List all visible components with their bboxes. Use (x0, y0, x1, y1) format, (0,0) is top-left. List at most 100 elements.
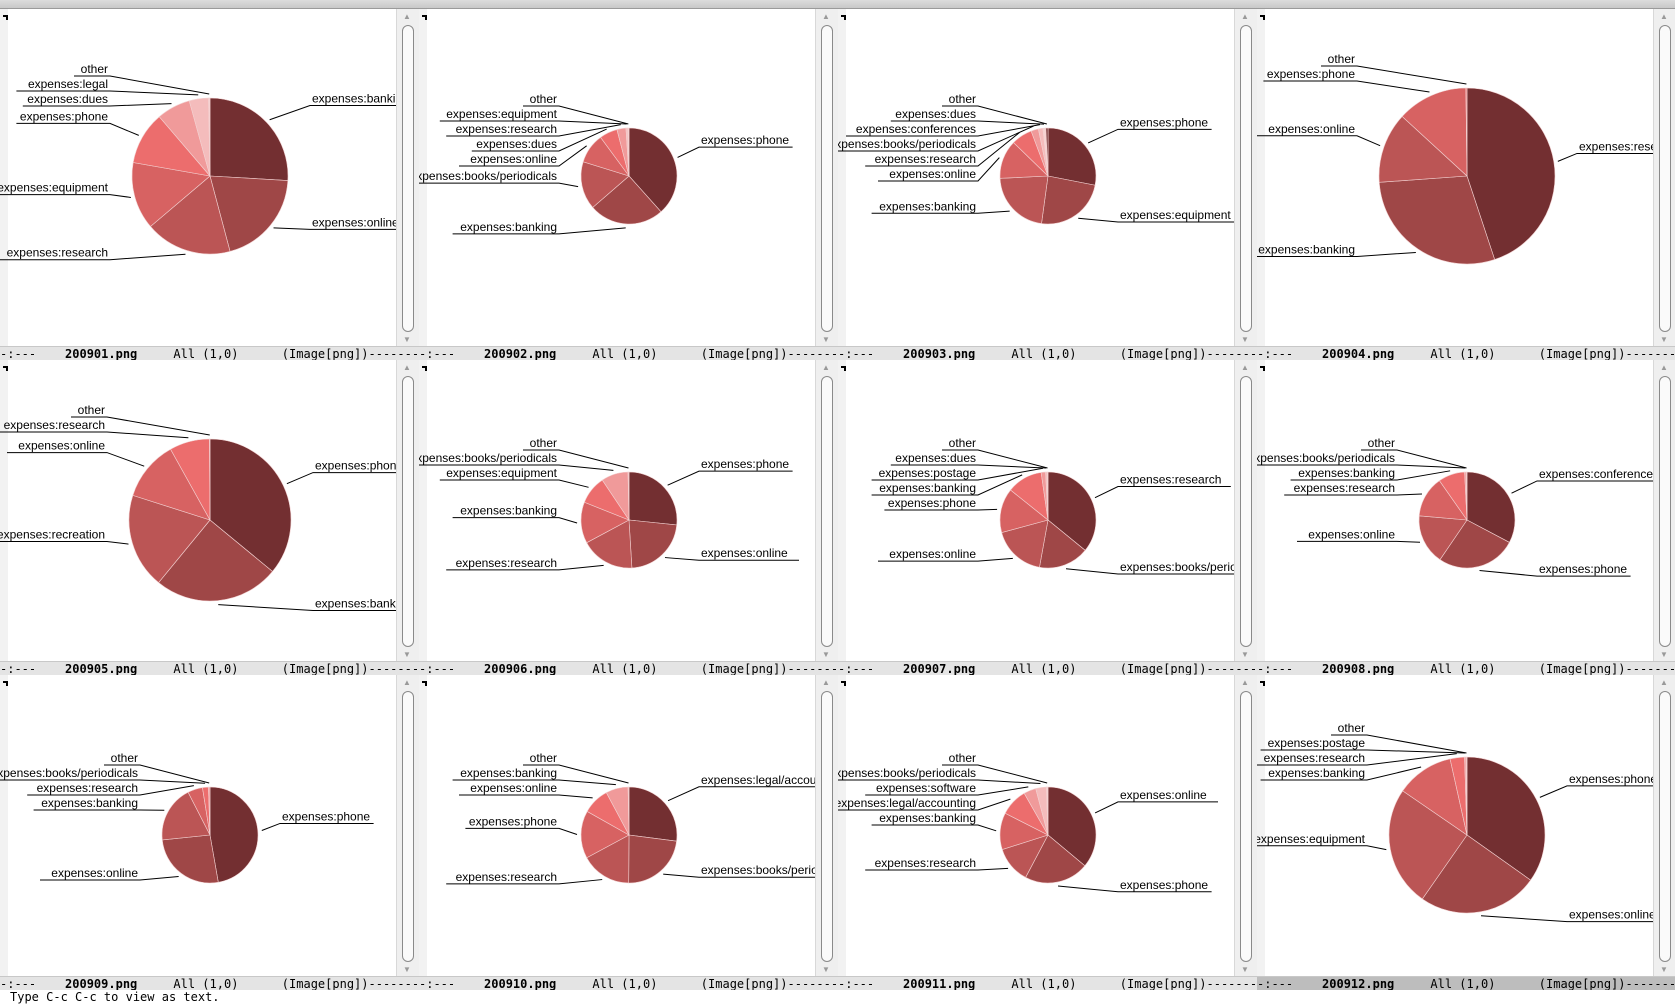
vertical-scrollbar[interactable]: ▲ ▼ (396, 9, 419, 346)
window-pane[interactable]: expenses:phone expenses:equipment other exp… (838, 9, 1257, 360)
scrollbar-thumb[interactable] (821, 376, 833, 647)
vertical-scrollbar[interactable]: ▲ ▼ (1653, 9, 1675, 346)
slice-label: expenses:equipment (1257, 832, 1366, 846)
slice-label: expenses:research (4, 418, 105, 432)
label-leader-line (104, 764, 210, 784)
scrollbar-thumb[interactable] (1240, 25, 1252, 332)
mode-line-fill: ------------ (1625, 662, 1675, 675)
scroll-up-arrow-icon[interactable]: ▲ (403, 363, 411, 372)
label-leader-line (1065, 568, 1235, 575)
slice-label: expenses:postage (1268, 736, 1366, 750)
mode-line[interactable]: -:--- 200903.png All (1,0) (Image[png])-… (838, 346, 1257, 360)
label-leader-line (1479, 569, 1631, 577)
vertical-scrollbar[interactable]: ▲ ▼ (815, 675, 838, 976)
mode-line-fill: ------------ (787, 977, 839, 990)
mode-line[interactable]: -:--- 200901.png All (1,0) (Image[png])-… (0, 346, 419, 360)
label-leader-line (865, 132, 1020, 167)
scroll-down-arrow-icon[interactable]: ▼ (1660, 335, 1668, 344)
scrollbar-thumb[interactable] (821, 25, 833, 332)
scroll-up-arrow-icon[interactable]: ▲ (1241, 678, 1249, 687)
mode-line[interactable]: -:--- 200909.png All (1,0) (Image[png])-… (0, 976, 419, 990)
pie-slice (1046, 786, 1049, 836)
slice-label: expenses:books/periodicals (0, 766, 138, 780)
scroll-up-arrow-icon[interactable]: ▲ (1241, 363, 1249, 372)
scroll-down-arrow-icon[interactable]: ▼ (1660, 965, 1668, 974)
mode-line-position: All (1,0) (173, 977, 239, 990)
slice-label: expenses:books/periodicals (838, 766, 976, 780)
buffer-top-marker (422, 15, 427, 20)
vertical-scrollbar[interactable]: ▲ ▼ (1234, 675, 1257, 976)
mode-line[interactable]: -:--- 200906.png All (1,0) (Image[png])-… (419, 661, 838, 675)
window-pane[interactable]: expenses:phone expenses:online other expens… (419, 360, 838, 675)
scroll-up-arrow-icon[interactable]: ▲ (822, 363, 830, 372)
scroll-up-arrow-icon[interactable]: ▲ (822, 12, 830, 21)
scroll-down-arrow-icon[interactable]: ▼ (1241, 650, 1249, 659)
slice-label: expenses:legal/accounting (701, 773, 816, 787)
scrollbar-thumb[interactable] (1659, 691, 1671, 962)
scrollbar-thumb[interactable] (821, 691, 833, 962)
scroll-down-arrow-icon[interactable]: ▼ (403, 335, 411, 344)
vertical-scrollbar[interactable]: ▲ ▼ (1234, 9, 1257, 346)
scroll-up-arrow-icon[interactable]: ▲ (1660, 12, 1668, 21)
window-pane[interactable]: expenses:online expenses:phone other expens… (838, 675, 1257, 990)
vertical-scrollbar[interactable]: ▲ ▼ (1234, 360, 1257, 661)
scroll-up-arrow-icon[interactable]: ▲ (822, 678, 830, 687)
scroll-up-arrow-icon[interactable]: ▲ (403, 678, 411, 687)
scroll-down-arrow-icon[interactable]: ▼ (822, 335, 830, 344)
scrollbar-thumb[interactable] (1240, 376, 1252, 647)
vertical-scrollbar[interactable]: ▲ ▼ (396, 360, 419, 661)
scroll-down-arrow-icon[interactable]: ▼ (403, 965, 411, 974)
scrollbar-thumb[interactable] (1240, 691, 1252, 962)
window-pane[interactable]: expenses:phone expenses:online other expens… (1257, 675, 1675, 990)
mode-line[interactable]: -:--- 200911.png All (1,0) (Image[png])-… (838, 976, 1257, 990)
scroll-up-arrow-icon[interactable]: ▲ (1241, 12, 1249, 21)
mode-line[interactable]: -:--- 200907.png All (1,0) (Image[png])-… (838, 661, 1257, 675)
slice-label: expenses:conferences (1539, 467, 1654, 481)
window-pane[interactable]: expenses:bankingexpenses:onlineotherexpe… (0, 9, 419, 360)
window-pane[interactable]: expenses:phone other expenses:equipment exp… (419, 9, 838, 360)
scroll-down-arrow-icon[interactable]: ▼ (403, 650, 411, 659)
pie-slice (628, 834, 677, 884)
window-pane[interactable]: expenses:research expenses:books/periodic… (838, 360, 1257, 675)
scrollbar-thumb[interactable] (1659, 376, 1671, 647)
scroll-down-arrow-icon[interactable]: ▼ (1241, 335, 1249, 344)
mode-line[interactable]: -:--- 200905.png All (1,0) (Image[png])-… (0, 661, 419, 675)
mode-line[interactable]: -:--- 200912.png All (1,0) (Image[png])-… (1257, 976, 1675, 990)
slice-label: expenses:online (312, 215, 397, 229)
mode-line[interactable]: -:--- 200910.png All (1,0) (Image[png])-… (419, 976, 838, 990)
vertical-scrollbar[interactable]: ▲ ▼ (1653, 675, 1675, 976)
scrollbar-thumb[interactable] (402, 376, 414, 647)
buffer-top-marker (1260, 681, 1265, 686)
window-pane[interactable]: expenses:phoneexpenses:bankingotherexpen… (0, 360, 419, 675)
scroll-up-arrow-icon[interactable]: ▲ (1660, 678, 1668, 687)
echo-area: Type C-c C-c to view as text. (0, 990, 1675, 1004)
mode-line[interactable]: -:--- 200904.png All (1,0) (Image[png])-… (1257, 346, 1675, 360)
slice-label: expenses:books/periodicals (1257, 451, 1395, 465)
window-pane[interactable]: expenses:phone other expenses:books/period… (0, 675, 419, 990)
scrollbar-thumb[interactable] (402, 25, 414, 332)
window-pane[interactable]: expenses:legal/accounting expenses:books/… (419, 675, 838, 990)
label-leader-line (273, 227, 397, 230)
mode-line[interactable]: -:--- 200902.png All (1,0) (Image[png])-… (419, 346, 838, 360)
vertical-scrollbar[interactable]: ▲ ▼ (815, 9, 838, 346)
fringe (1257, 360, 1265, 661)
window-pane[interactable]: expenses:conferences expenses:phone other e… (1257, 360, 1675, 675)
slice-label: expenses:phone (1120, 878, 1208, 892)
scrollbar-thumb[interactable] (402, 691, 414, 962)
slice-label: expenses:online (1268, 122, 1355, 136)
vertical-scrollbar[interactable]: ▲ ▼ (1653, 360, 1675, 661)
vertical-scrollbar[interactable]: ▲ ▼ (815, 360, 838, 661)
scroll-up-arrow-icon[interactable]: ▲ (1660, 363, 1668, 372)
mode-line[interactable]: -:--- 200908.png All (1,0) (Image[png])-… (1257, 661, 1675, 675)
scroll-down-arrow-icon[interactable]: ▼ (822, 650, 830, 659)
scrollbar-thumb[interactable] (1659, 25, 1671, 332)
slice-label: other (1328, 52, 1355, 66)
vertical-scrollbar[interactable]: ▲ ▼ (396, 675, 419, 976)
image-buffer: expenses:phone expenses:online other expens… (1257, 675, 1675, 976)
scroll-down-arrow-icon[interactable]: ▼ (1241, 965, 1249, 974)
scroll-up-arrow-icon[interactable]: ▲ (403, 12, 411, 21)
scroll-down-arrow-icon[interactable]: ▼ (822, 965, 830, 974)
mode-line-fill: ------------ (1625, 977, 1675, 990)
scroll-down-arrow-icon[interactable]: ▼ (1660, 650, 1668, 659)
